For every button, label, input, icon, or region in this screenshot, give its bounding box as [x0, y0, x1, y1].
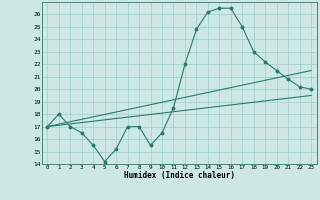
X-axis label: Humidex (Indice chaleur): Humidex (Indice chaleur): [124, 171, 235, 180]
